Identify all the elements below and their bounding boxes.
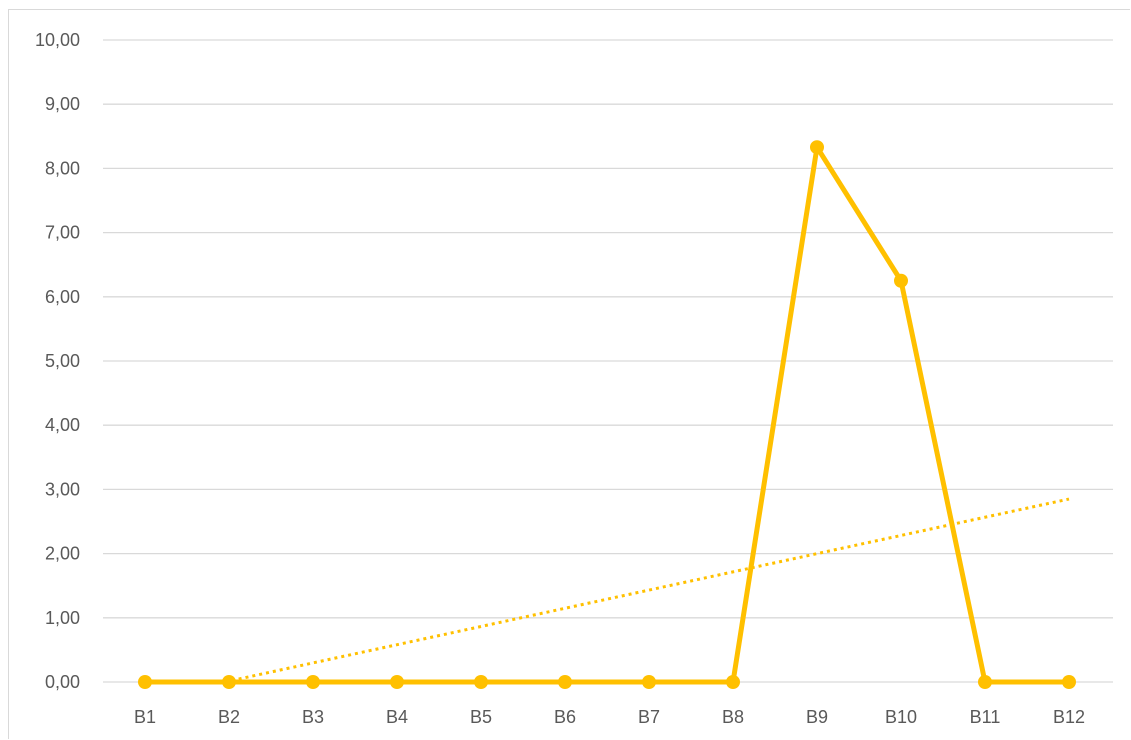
x-tick-label: B12 (1053, 707, 1085, 727)
series-group (138, 140, 1076, 689)
data-point (558, 675, 572, 689)
y-tick-label: 6,00 (45, 287, 80, 307)
data-point (306, 675, 320, 689)
data-point (138, 675, 152, 689)
y-tick-label: 3,00 (45, 479, 80, 499)
y-tick-label: 7,00 (45, 223, 80, 243)
data-point (1062, 675, 1076, 689)
x-tick-label: B9 (806, 707, 828, 727)
x-tick-label: B5 (470, 707, 492, 727)
y-tick-label: 4,00 (45, 415, 80, 435)
y-tick-label: 1,00 (45, 608, 80, 628)
data-point (474, 675, 488, 689)
x-tick-label: B2 (218, 707, 240, 727)
trendline-group (224, 497, 1070, 684)
y-tick-label: 0,00 (45, 672, 80, 692)
data-point (894, 273, 908, 288)
data-point (222, 675, 236, 689)
x-tick-label: B7 (638, 707, 660, 727)
y-tick-label: 9,00 (45, 94, 80, 114)
data-point (390, 675, 404, 689)
y-tick-label: 2,00 (45, 544, 80, 564)
data-point (726, 675, 740, 689)
gridlines (103, 39, 1113, 683)
data-point (642, 675, 656, 689)
y-axis-tick-labels: 0,00 1,00 2,00 3,00 4,00 5,00 6,00 7,00 8,00 9,00… (35, 30, 80, 692)
trendline (224, 497, 1070, 684)
data-point (978, 675, 992, 689)
x-tick-label: B3 (302, 707, 324, 727)
y-tick-label: 10,00 (35, 30, 80, 50)
x-tick-label: B8 (722, 707, 744, 727)
x-tick-label: B1 (134, 707, 156, 727)
data-point (810, 140, 824, 155)
x-tick-label: B11 (970, 707, 1001, 727)
series-line (142, 144, 1072, 685)
x-tick-label: B4 (386, 707, 408, 727)
x-axis-tick-labels: B1 B2 B3 B4 B5 B6 B7 B8 B9 B10 B11 B12 (134, 707, 1085, 727)
y-tick-label: 8,00 (45, 158, 80, 178)
x-tick-label: B10 (885, 707, 917, 727)
x-tick-label: B6 (554, 707, 576, 727)
y-tick-label: 5,00 (45, 351, 80, 371)
